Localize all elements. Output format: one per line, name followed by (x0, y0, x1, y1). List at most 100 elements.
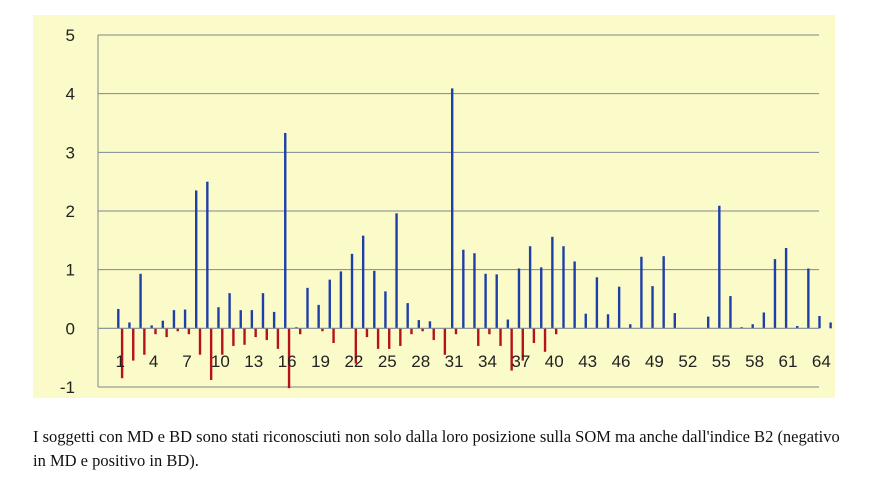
bar-positive (428, 321, 432, 329)
x-tick-label: 37 (511, 352, 530, 371)
y-tick-label: 3 (66, 143, 75, 162)
bar-negative (198, 328, 202, 355)
bar-negative (232, 328, 235, 346)
x-tick-label: 22 (344, 352, 363, 371)
x-tick-label: 58 (745, 352, 764, 371)
bar-positive (395, 213, 398, 329)
bar-negative (254, 328, 257, 338)
bar-negative (454, 328, 458, 335)
bar-negative (154, 328, 157, 335)
bar-positive (662, 256, 665, 329)
bar-negative (376, 328, 380, 349)
bar-positive (551, 236, 554, 329)
bar-negative (543, 328, 547, 352)
y-tick-label: 5 (66, 26, 75, 45)
x-tick-label: 4 (149, 352, 158, 371)
bar-positive (172, 310, 176, 329)
bar-positive (306, 287, 309, 329)
bar-negative (532, 328, 536, 343)
bar-positive (361, 235, 365, 329)
bar-positive (640, 256, 643, 329)
bar-negative (287, 328, 291, 389)
y-tick-label: 2 (66, 202, 75, 221)
bar-positive (128, 322, 131, 329)
x-tick-label: 19 (311, 352, 330, 371)
bar-negative (354, 328, 358, 364)
x-tick-label: 1 (115, 352, 124, 371)
bar-positive (328, 279, 331, 329)
bar-positive (250, 310, 254, 329)
bar-positive (417, 320, 421, 329)
x-tick-label: 49 (645, 352, 664, 371)
bar-positive (484, 273, 487, 329)
bar-positive (528, 246, 532, 329)
bar-positive (729, 296, 732, 329)
bar-positive (573, 261, 576, 329)
bar-positive (818, 316, 821, 329)
bar-negative (209, 328, 213, 380)
bar-negative (399, 328, 402, 346)
x-tick-label: 55 (712, 352, 731, 371)
plot-background (33, 15, 835, 398)
bar-negative (221, 328, 224, 355)
bar-negative (298, 328, 302, 335)
x-tick-label: 64 (812, 352, 831, 371)
bar-negative (143, 328, 146, 355)
x-tick-label: 25 (378, 352, 397, 371)
bar-positive (562, 246, 565, 329)
x-tick-label: 10 (211, 352, 230, 371)
bar-positive (150, 325, 153, 329)
chart-panel: -1 0 1 2 3 4 5 1 4 7 10 13 16 19 22 25 28 31 34 37 40 43 46 49 5… (33, 15, 835, 398)
bar-negative (165, 328, 168, 338)
bar-negative (410, 328, 413, 335)
bar-positive (206, 181, 209, 329)
bar-positive (217, 307, 220, 329)
bar-positive (462, 249, 465, 329)
bar-positive (451, 88, 454, 329)
x-tick-label: 7 (182, 352, 191, 371)
y-tick-label: 1 (66, 261, 75, 280)
x-tick-label: 40 (545, 352, 564, 371)
bar-negative (187, 328, 191, 335)
bar-positive (796, 325, 799, 329)
bar-positive (195, 190, 198, 329)
x-tick-label: 61 (779, 352, 798, 371)
bar-positive (384, 291, 387, 329)
bar-positive (584, 313, 587, 329)
bar-negative (521, 328, 524, 361)
bar-positive (673, 313, 676, 329)
bar-positive (606, 314, 610, 329)
x-tick-label: 52 (678, 352, 697, 371)
x-tick-label: 31 (445, 352, 464, 371)
y-tick-label: -1 (60, 378, 75, 397)
x-tick-label: 46 (612, 352, 631, 371)
bar-negative (365, 328, 369, 338)
bar-negative (388, 328, 391, 349)
bar-negative (265, 328, 268, 341)
bar-positive (261, 293, 265, 329)
bar-positive (339, 271, 343, 329)
bar-negative (332, 328, 335, 343)
bar-positive (629, 324, 632, 329)
bar-positive (239, 310, 242, 329)
bar-positive (595, 277, 599, 329)
bar-positive (272, 311, 276, 329)
bar-positive (183, 309, 187, 329)
bar-positive (807, 268, 810, 329)
y-tick-label: 4 (66, 85, 75, 104)
bar-positive (161, 320, 165, 329)
bar-negative (321, 328, 324, 332)
bar-negative (499, 328, 502, 346)
bar-positive (117, 308, 120, 329)
figure-caption: I soggetti con MD e BD sono stati ricono… (33, 427, 840, 470)
bar-negative (477, 328, 480, 346)
bar-positive (317, 304, 320, 329)
bar-positive (773, 259, 777, 329)
bar-positive (718, 205, 721, 329)
bar-positive (139, 273, 142, 329)
bar-negative (176, 328, 179, 332)
x-tick-label: 43 (578, 352, 597, 371)
bar-positive (617, 286, 621, 329)
bar-positive (762, 312, 766, 329)
